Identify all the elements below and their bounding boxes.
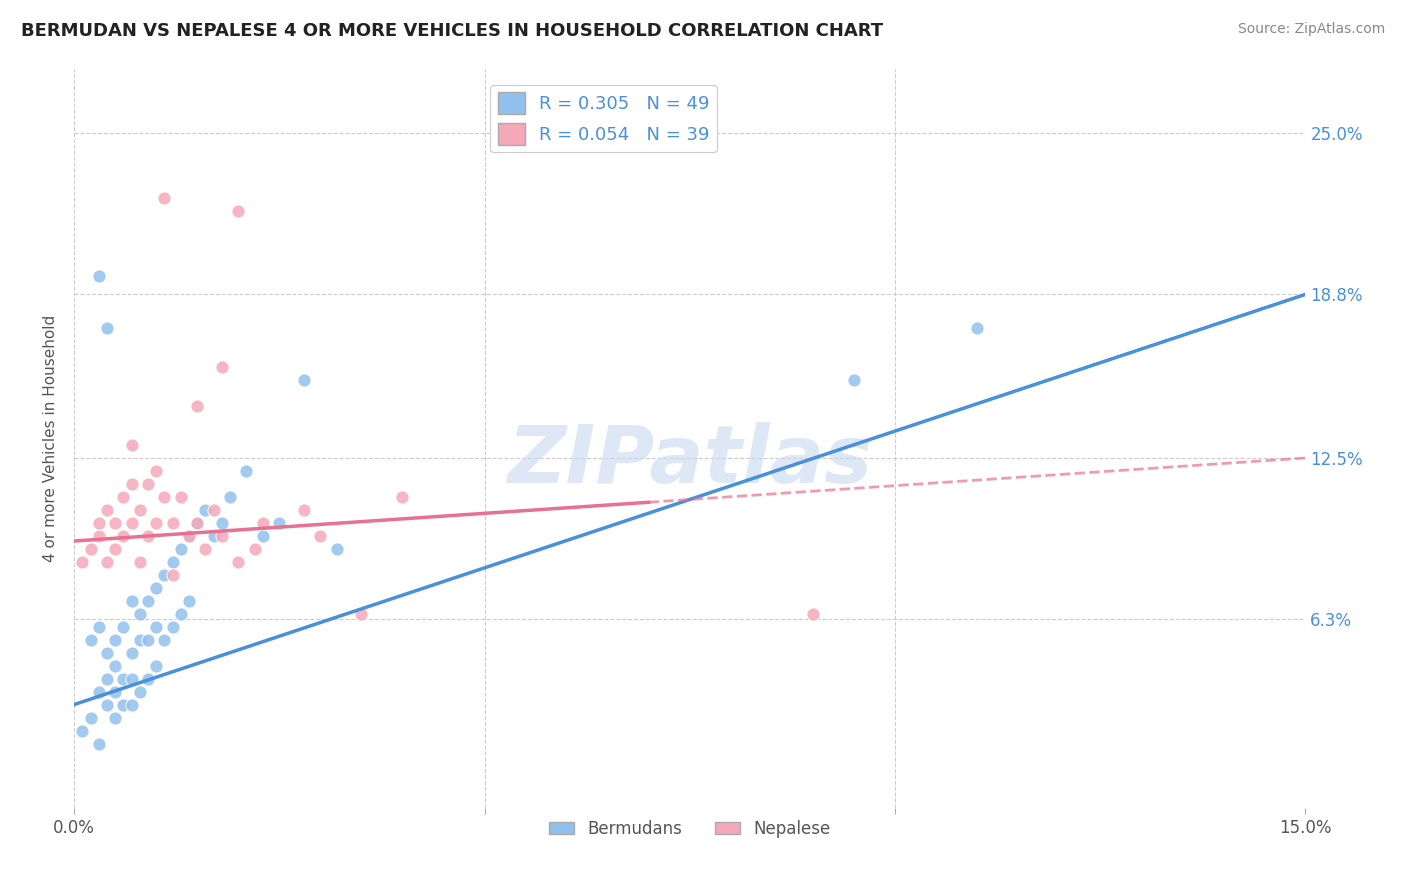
Point: [96, 555, 118, 569]
Point: [87, 516, 110, 530]
Point: [211, 529, 233, 543]
Point: [269, 516, 291, 530]
Point: [350, 607, 373, 621]
Point: [112, 620, 135, 634]
Point: [162, 567, 184, 582]
Point: [121, 672, 143, 686]
Point: [136, 672, 159, 686]
Point: [801, 607, 824, 621]
Point: [170, 490, 193, 504]
Point: [211, 360, 233, 375]
Point: [219, 490, 242, 504]
Point: [112, 698, 135, 712]
Point: [153, 191, 176, 205]
Point: [79, 710, 101, 724]
Text: ZIPatlas: ZIPatlas: [508, 422, 872, 500]
Point: [326, 541, 349, 556]
Point: [842, 373, 865, 387]
Point: [145, 620, 167, 634]
Point: [252, 516, 274, 530]
Point: [202, 503, 225, 517]
Point: [145, 658, 167, 673]
Legend: Bermudans, Nepalese: Bermudans, Nepalese: [543, 814, 838, 845]
Point: [87, 737, 110, 751]
Point: [162, 620, 184, 634]
Point: [128, 632, 150, 647]
Point: [136, 477, 159, 491]
Point: [112, 490, 135, 504]
Point: [226, 204, 249, 219]
Point: [391, 490, 413, 504]
Point: [79, 541, 101, 556]
Point: [202, 529, 225, 543]
Point: [145, 581, 167, 595]
Point: [112, 529, 135, 543]
Point: [121, 438, 143, 452]
Point: [177, 529, 200, 543]
Point: [121, 593, 143, 607]
Point: [186, 516, 208, 530]
Point: [243, 541, 266, 556]
Point: [72, 555, 94, 569]
Point: [104, 516, 127, 530]
Point: [96, 503, 118, 517]
Point: [235, 464, 257, 478]
Point: [153, 490, 176, 504]
Text: BERMUDAN VS NEPALESE 4 OR MORE VEHICLES IN HOUSEHOLD CORRELATION CHART: BERMUDAN VS NEPALESE 4 OR MORE VEHICLES …: [21, 22, 883, 40]
Point: [128, 555, 150, 569]
Point: [170, 541, 193, 556]
Point: [96, 672, 118, 686]
Point: [170, 607, 193, 621]
Point: [121, 698, 143, 712]
Point: [96, 321, 118, 335]
Point: [87, 269, 110, 284]
Point: [121, 646, 143, 660]
Point: [128, 684, 150, 698]
Point: [104, 632, 127, 647]
Point: [162, 516, 184, 530]
Point: [136, 632, 159, 647]
Point: [186, 516, 208, 530]
Point: [128, 607, 150, 621]
Point: [252, 529, 274, 543]
Point: [145, 464, 167, 478]
Point: [145, 516, 167, 530]
Point: [104, 684, 127, 698]
Point: [136, 593, 159, 607]
Point: [153, 567, 176, 582]
Point: [186, 399, 208, 413]
Point: [194, 541, 217, 556]
Point: [87, 529, 110, 543]
Point: [292, 503, 315, 517]
Point: [72, 723, 94, 738]
Point: [96, 646, 118, 660]
Point: [104, 710, 127, 724]
Y-axis label: 4 or more Vehicles in Household: 4 or more Vehicles in Household: [44, 315, 58, 562]
Point: [226, 555, 249, 569]
Point: [121, 516, 143, 530]
Point: [128, 503, 150, 517]
Point: [136, 529, 159, 543]
Point: [966, 321, 988, 335]
Point: [112, 672, 135, 686]
Point: [211, 516, 233, 530]
Point: [104, 541, 127, 556]
Point: [87, 684, 110, 698]
Point: [153, 632, 176, 647]
Point: [104, 658, 127, 673]
Point: [162, 555, 184, 569]
Point: [96, 698, 118, 712]
Point: [87, 620, 110, 634]
Text: Source: ZipAtlas.com: Source: ZipAtlas.com: [1237, 22, 1385, 37]
Point: [194, 503, 217, 517]
Point: [177, 593, 200, 607]
Point: [121, 477, 143, 491]
Point: [177, 529, 200, 543]
Point: [79, 632, 101, 647]
Point: [309, 529, 332, 543]
Point: [292, 373, 315, 387]
